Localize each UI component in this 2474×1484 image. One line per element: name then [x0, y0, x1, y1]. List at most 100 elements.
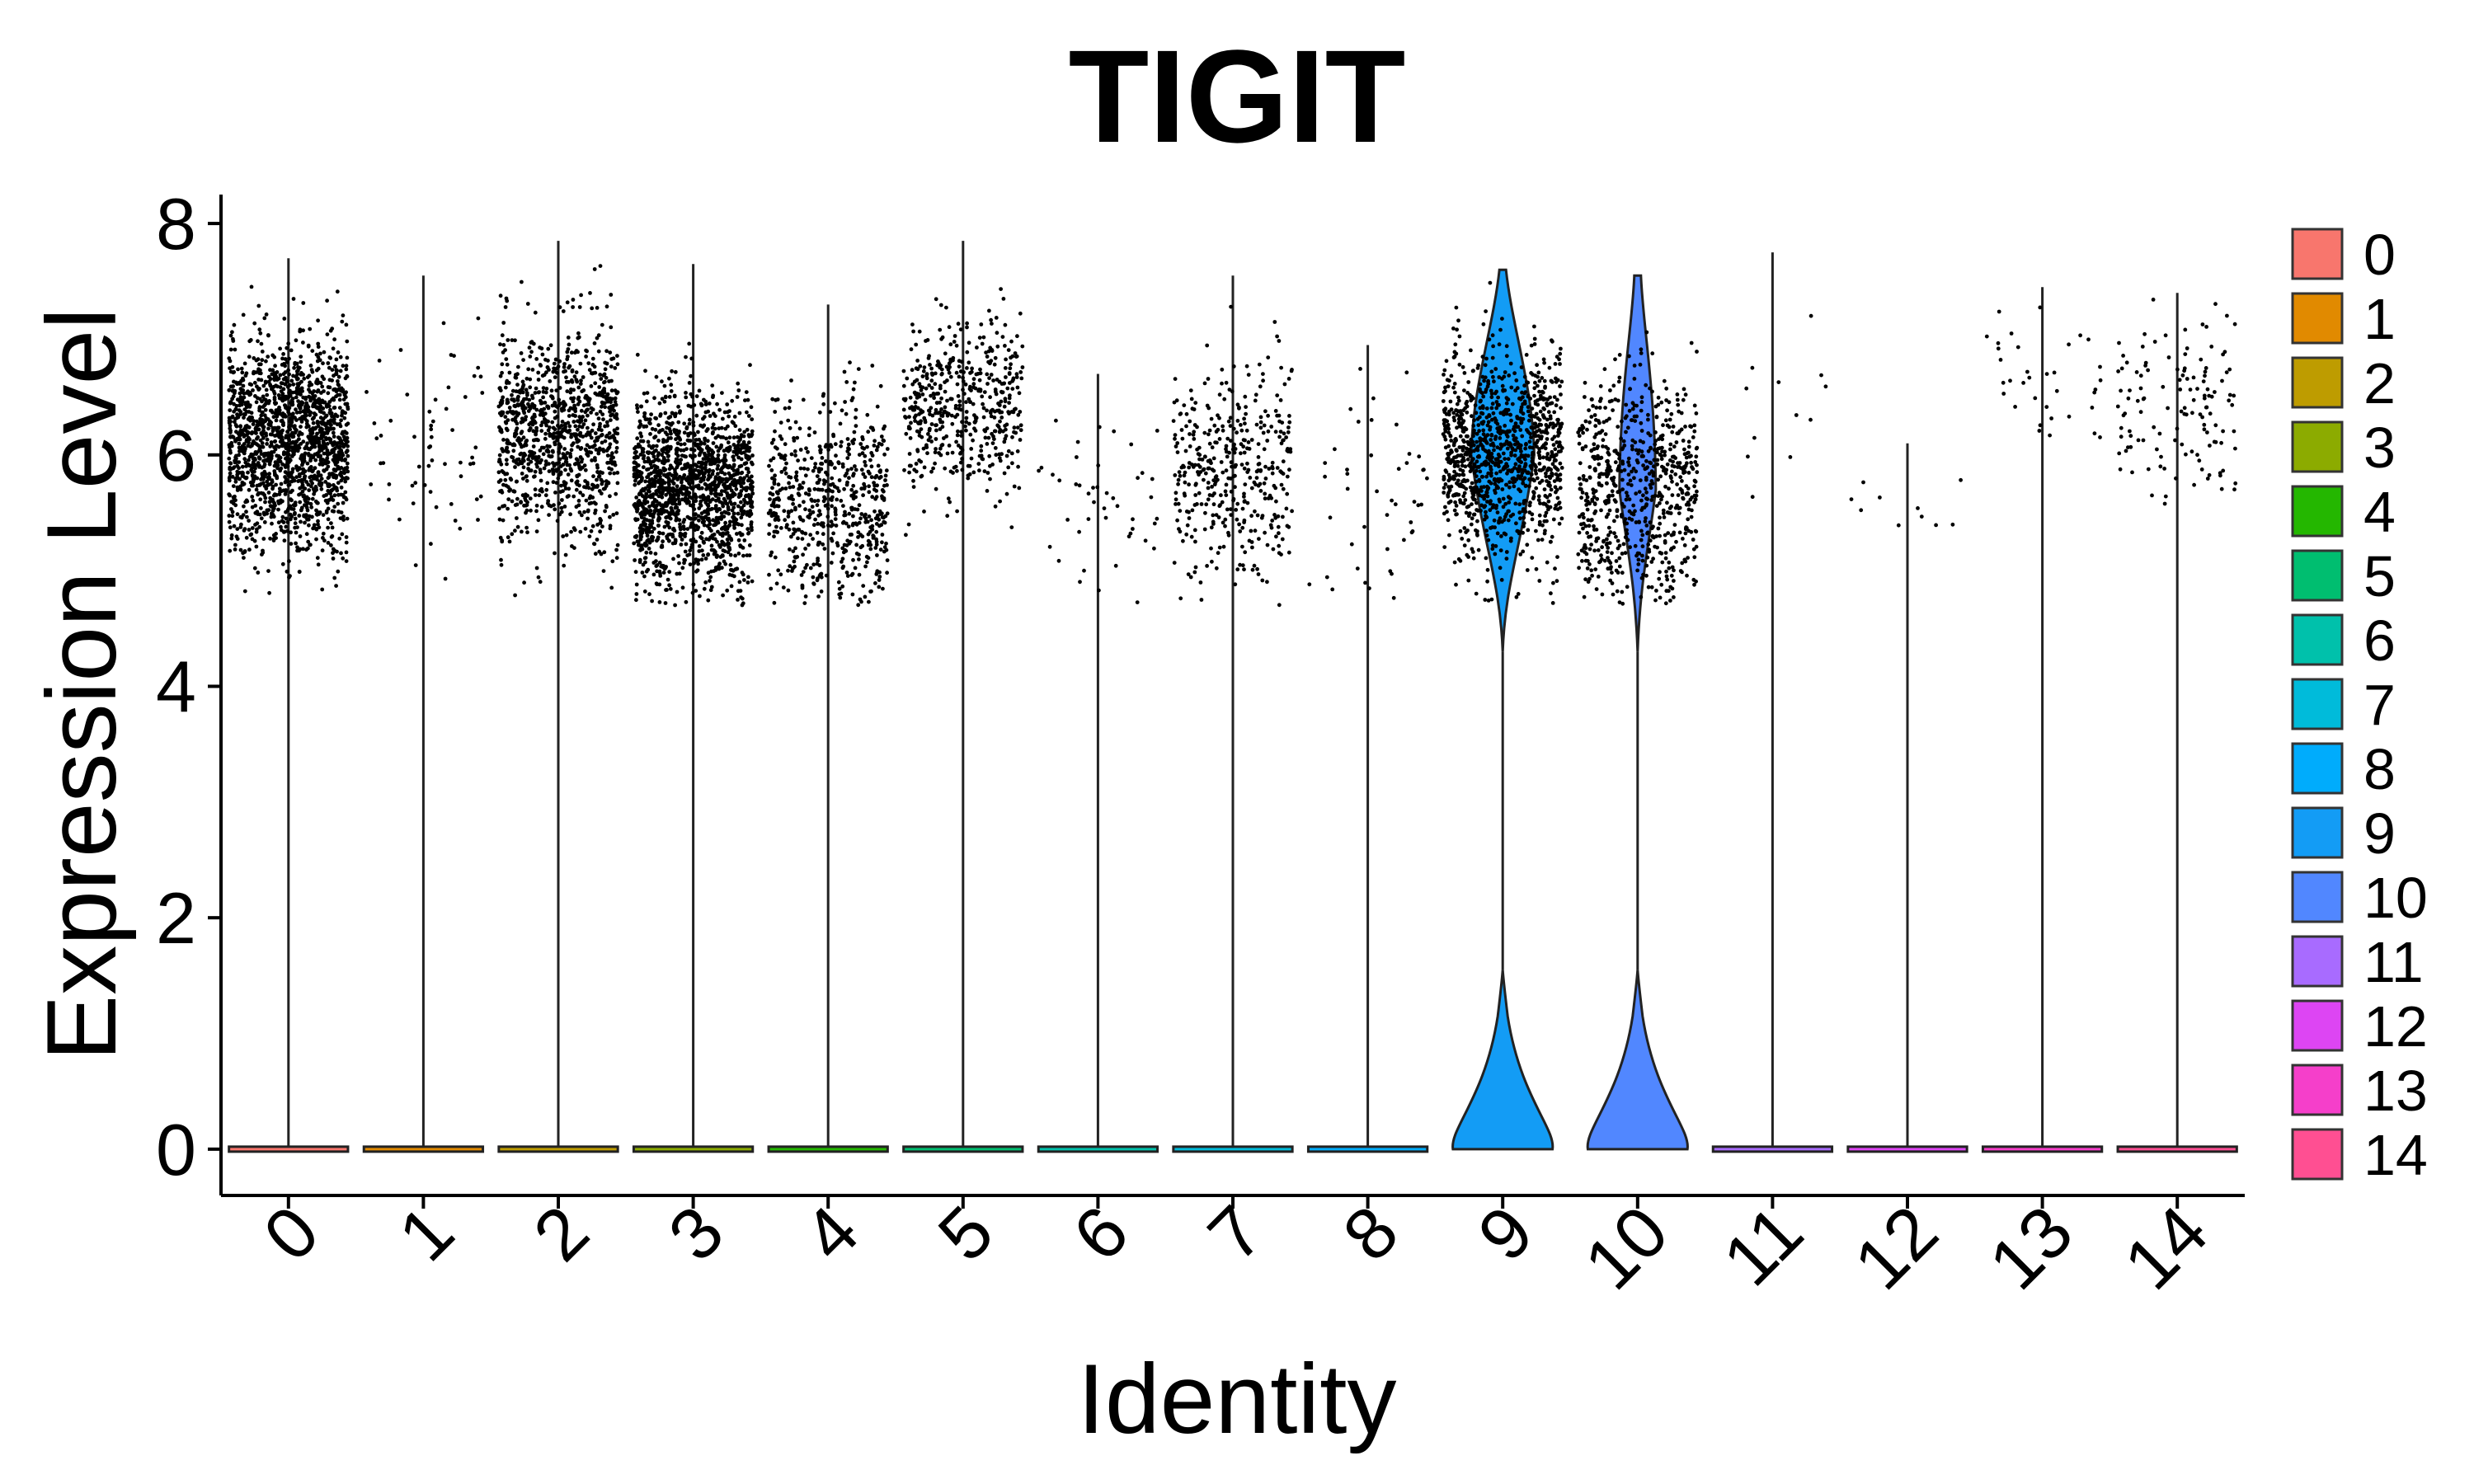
data-point — [591, 474, 595, 479]
data-point — [692, 507, 697, 511]
data-point — [497, 453, 502, 458]
data-point — [727, 519, 732, 524]
data-point — [736, 443, 741, 448]
data-point — [652, 468, 657, 473]
data-point — [749, 460, 754, 465]
data-point — [723, 520, 727, 525]
data-point — [344, 550, 349, 555]
data-point — [857, 557, 861, 561]
data-point — [719, 527, 724, 531]
data-point — [241, 481, 245, 486]
violin-group-2 — [496, 241, 620, 1153]
data-point — [722, 514, 727, 519]
data-point — [235, 485, 240, 490]
data-point — [501, 343, 506, 347]
data-point — [238, 487, 243, 492]
data-point — [841, 504, 845, 508]
data-point — [280, 561, 285, 566]
data-point — [651, 572, 656, 577]
data-point — [314, 537, 318, 542]
data-point — [578, 529, 583, 534]
data-point — [931, 466, 935, 471]
data-point — [727, 445, 731, 450]
data-point — [233, 477, 238, 481]
data-point — [576, 439, 581, 443]
data-point — [659, 481, 664, 486]
data-point — [642, 459, 647, 464]
data-point — [330, 450, 335, 455]
data-point — [839, 439, 844, 444]
data-point — [701, 553, 706, 557]
data-point — [571, 432, 576, 437]
data-point — [717, 407, 722, 412]
data-point — [745, 448, 749, 453]
data-point — [829, 444, 834, 449]
data-point — [795, 435, 800, 440]
data-point — [294, 410, 299, 415]
data-point — [284, 489, 288, 494]
data-point — [657, 600, 662, 604]
data-point — [821, 392, 826, 397]
data-point — [504, 483, 509, 488]
data-point — [817, 410, 822, 415]
data-point — [739, 515, 744, 520]
data-point — [614, 449, 618, 454]
data-point — [680, 477, 684, 481]
data-point — [699, 557, 704, 562]
data-point — [705, 524, 710, 528]
data-point — [811, 510, 816, 514]
data-point — [313, 394, 317, 398]
data-point — [242, 556, 246, 560]
data-point — [647, 494, 651, 499]
data-point — [228, 474, 233, 479]
data-point — [863, 453, 868, 458]
data-point — [327, 411, 332, 415]
data-point — [649, 524, 654, 529]
data-point — [530, 416, 534, 420]
data-point — [282, 317, 287, 321]
data-point — [693, 442, 698, 447]
data-point — [595, 485, 600, 489]
data-point — [637, 502, 642, 507]
data-point — [608, 410, 612, 414]
data-point — [294, 338, 299, 343]
data-point — [410, 483, 415, 488]
data-point — [682, 430, 687, 435]
data-point — [635, 517, 640, 522]
data-point — [811, 523, 816, 528]
data-point — [638, 431, 642, 435]
data-point — [684, 492, 689, 496]
data-point — [786, 568, 790, 573]
data-point — [769, 550, 774, 555]
data-point — [302, 513, 307, 518]
data-point — [769, 458, 774, 463]
data-point — [559, 505, 564, 510]
data-point — [882, 545, 887, 550]
data-point — [584, 355, 588, 359]
data-point — [863, 475, 868, 479]
data-point — [870, 524, 875, 528]
data-point — [676, 496, 680, 501]
data-point — [252, 538, 257, 543]
data-point — [709, 543, 714, 548]
data-point — [321, 513, 326, 517]
data-point — [647, 483, 652, 488]
data-point — [599, 518, 603, 523]
data-point — [238, 484, 242, 489]
data-point — [593, 552, 598, 556]
data-point — [749, 500, 754, 505]
data-point — [990, 322, 994, 326]
data-point — [688, 548, 693, 553]
data-point — [255, 521, 260, 526]
data-point — [670, 369, 674, 373]
data-point — [300, 484, 305, 488]
data-point — [677, 571, 682, 576]
data-point — [332, 575, 337, 580]
data-point — [317, 358, 322, 363]
data-point — [270, 432, 275, 437]
data-point — [238, 547, 243, 552]
data-point — [298, 534, 303, 538]
data-point — [968, 432, 973, 437]
data-point — [293, 525, 297, 530]
data-point — [506, 506, 510, 511]
